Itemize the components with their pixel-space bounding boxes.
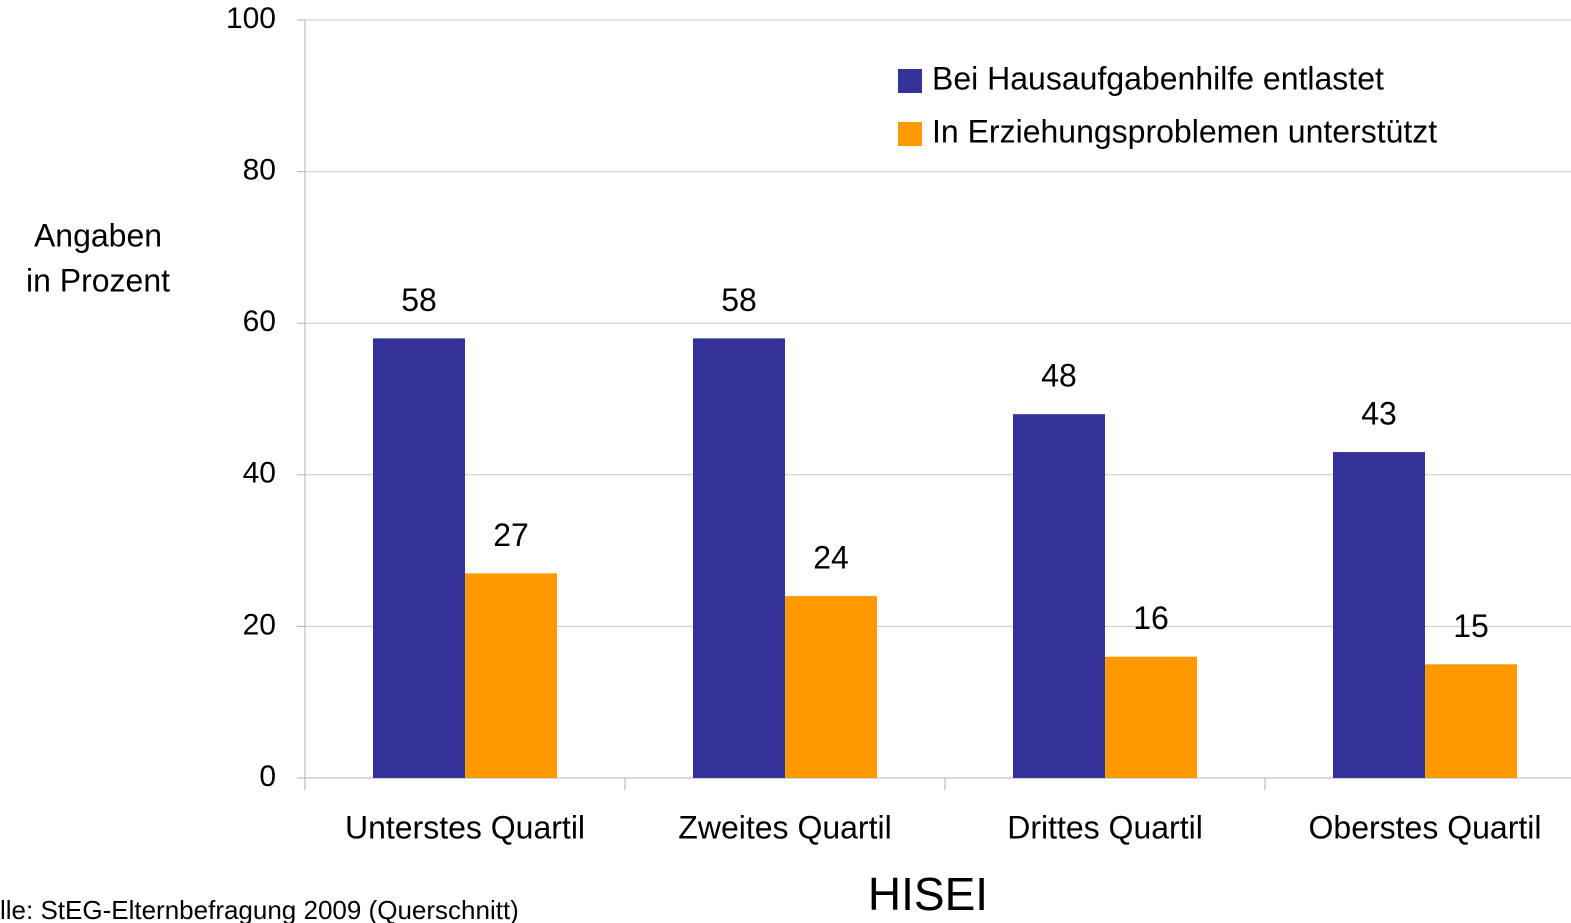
y-tick-label: 0 xyxy=(259,760,276,793)
y-tick-label: 40 xyxy=(243,457,276,490)
bar xyxy=(373,338,465,778)
x-axis-title: HISEI xyxy=(868,868,988,920)
y-tick-label: 100 xyxy=(226,2,276,35)
x-tick-label: Oberstes Quartil xyxy=(1309,809,1542,845)
bar xyxy=(1105,656,1197,778)
data-label: 58 xyxy=(721,282,757,318)
data-label: 27 xyxy=(493,517,529,553)
x-tick-label: Zweites Quartil xyxy=(678,809,891,845)
bar xyxy=(1333,452,1425,778)
x-tick-label: Unterstes Quartil xyxy=(345,809,585,845)
data-label: 43 xyxy=(1361,396,1397,432)
y-tick-label: 20 xyxy=(243,608,276,641)
y-tick-label: 60 xyxy=(243,305,276,338)
y-tick-label: 80 xyxy=(243,154,276,187)
legend-label: In Erziehungsproblemen unterstützt xyxy=(932,113,1437,149)
legend-label: Bei Hausaufgabenhilfe entlastet xyxy=(932,60,1384,96)
x-tick-label: Drittes Quartil xyxy=(1007,809,1203,845)
data-label: 15 xyxy=(1453,608,1489,644)
bar xyxy=(693,338,785,778)
bar xyxy=(1013,414,1105,778)
data-label: 58 xyxy=(401,282,437,318)
bar xyxy=(785,596,877,778)
bar xyxy=(465,573,557,778)
bar xyxy=(1425,664,1517,778)
legend-swatch xyxy=(898,122,922,146)
y-axis-title: Angaben xyxy=(34,217,162,253)
source-note: lle: StEG-Elternbefragung 2009 (Querschn… xyxy=(0,895,519,923)
data-label: 24 xyxy=(813,540,849,576)
y-axis-title: in Prozent xyxy=(26,262,170,298)
data-label: 48 xyxy=(1041,358,1077,394)
data-label: 16 xyxy=(1133,600,1169,636)
legend-swatch xyxy=(898,69,922,93)
